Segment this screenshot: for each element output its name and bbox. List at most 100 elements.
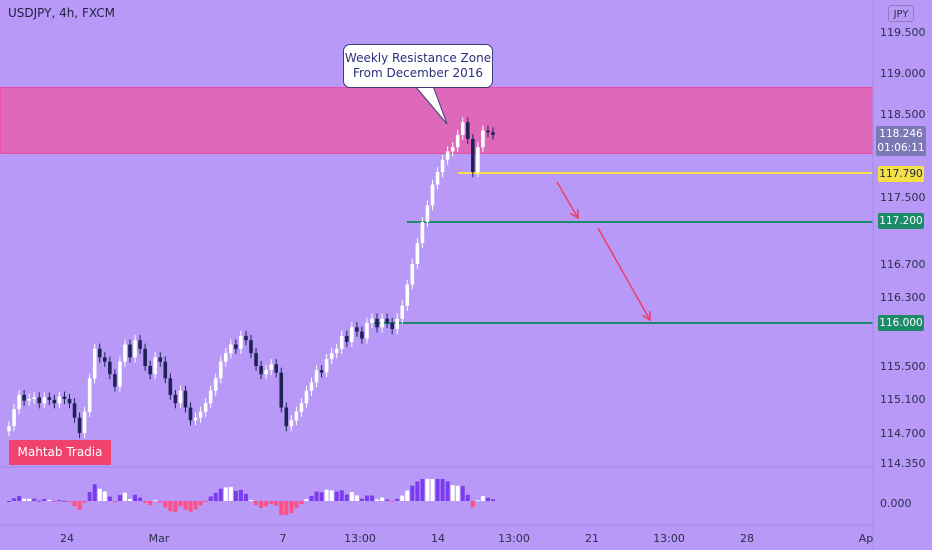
- x-tick-label: 7: [280, 532, 287, 545]
- histogram-bar: [440, 479, 445, 501]
- candle: [229, 344, 233, 354]
- candle: [491, 132, 495, 135]
- candle: [17, 394, 21, 410]
- histogram-bar: [359, 498, 364, 501]
- candle: [123, 344, 127, 362]
- arrow-shaft-2: [597, 227, 651, 321]
- histogram-bar: [148, 501, 153, 506]
- level-lines: [374, 172, 873, 324]
- candle: [22, 394, 26, 401]
- candle: [334, 348, 339, 354]
- histogram-bar: [12, 498, 17, 501]
- candle: [97, 348, 102, 358]
- histogram-bar: [27, 498, 32, 501]
- candle: [370, 318, 374, 323]
- candle: [87, 378, 92, 412]
- candle: [102, 357, 107, 362]
- candle: [440, 159, 445, 173]
- histogram-bar: [284, 501, 289, 515]
- candle: [476, 147, 480, 173]
- histogram-bar: [158, 501, 163, 503]
- candle: [455, 134, 460, 148]
- x-tick-label: 14: [431, 532, 445, 545]
- candle: [244, 335, 248, 341]
- histogram-bar: [153, 500, 158, 502]
- oscillator-zero-label: 0.000: [880, 497, 912, 510]
- price-axis: 119.500 119.000 118.500 117.500 116.700 116.3…: [880, 26, 926, 470]
- histogram-bar: [324, 489, 329, 501]
- histogram-bar: [213, 492, 218, 501]
- candle: [460, 122, 465, 135]
- histogram-bar: [228, 486, 233, 501]
- histogram-bar: [415, 481, 420, 501]
- histogram-bar: [420, 479, 425, 501]
- candle: [118, 361, 122, 387]
- candle: [7, 426, 11, 432]
- y-tick-label: 116.300: [880, 291, 926, 304]
- histogram-bar: [430, 479, 435, 501]
- histogram-bar: [128, 498, 132, 501]
- histogram-bar: [491, 499, 495, 501]
- y-tick-label: 117.500: [880, 191, 926, 204]
- candle: [269, 364, 273, 371]
- candle: [430, 184, 435, 206]
- histogram-bar: [455, 485, 460, 501]
- arrow-head-1: [569, 208, 579, 220]
- candle: [42, 397, 47, 404]
- histogram-bar: [289, 501, 294, 514]
- histogram-bar: [410, 485, 415, 501]
- histogram-bar: [218, 488, 223, 501]
- histogram-bar: [52, 501, 57, 502]
- candle: [12, 409, 16, 427]
- symbol-header[interactable]: USDJPY, 4h, FXCM: [8, 6, 115, 20]
- histogram-bar: [395, 498, 400, 501]
- histogram-bar: [259, 501, 264, 508]
- candle: [213, 378, 218, 391]
- callout-line-1: Weekly Resistance Zone: [344, 51, 492, 65]
- histogram-bar: [294, 501, 299, 509]
- y-tick-label: 119.000: [880, 67, 926, 80]
- candle: [133, 340, 137, 358]
- candle: [471, 138, 475, 173]
- histogram-bar: [380, 497, 385, 501]
- level-label-116000: 116.000: [878, 315, 924, 331]
- histogram-bar: [269, 501, 274, 504]
- candle: [350, 327, 354, 342]
- candle: [445, 151, 450, 160]
- histogram-bar: [435, 479, 440, 501]
- candle: [193, 417, 198, 421]
- candle: [254, 353, 258, 366]
- candle: [239, 335, 243, 349]
- candle: [274, 364, 279, 373]
- candle: [284, 407, 289, 427]
- candle: [324, 359, 329, 373]
- histogram-bar: [279, 501, 284, 515]
- candle: [208, 390, 213, 404]
- histogram-bar: [254, 501, 259, 506]
- histogram-bar: [102, 491, 107, 501]
- histogram-bar: [92, 484, 97, 501]
- candle: [198, 411, 203, 418]
- candle: [27, 399, 31, 401]
- y-tick-label: 118.500: [880, 108, 926, 121]
- candle: [57, 396, 62, 404]
- candle: [128, 344, 132, 358]
- candle: [67, 399, 72, 404]
- currency-button[interactable]: JPY: [888, 5, 914, 22]
- candle: [450, 147, 455, 152]
- y-tick-label: 115.100: [880, 393, 926, 406]
- histogram-bar: [375, 499, 380, 501]
- histogram-bar: [138, 497, 143, 501]
- x-tick-label: 13:00: [344, 532, 376, 545]
- candle: [380, 318, 384, 328]
- histogram-bar: [309, 495, 314, 501]
- candle: [173, 394, 178, 404]
- callout-line-2: From December 2016: [352, 66, 484, 80]
- arrow-head-2: [641, 310, 651, 322]
- candle: [92, 348, 97, 379]
- histogram-bar: [87, 492, 92, 501]
- histogram-bar: [425, 479, 430, 501]
- histogram-bar: [334, 491, 339, 501]
- candle: [329, 353, 334, 360]
